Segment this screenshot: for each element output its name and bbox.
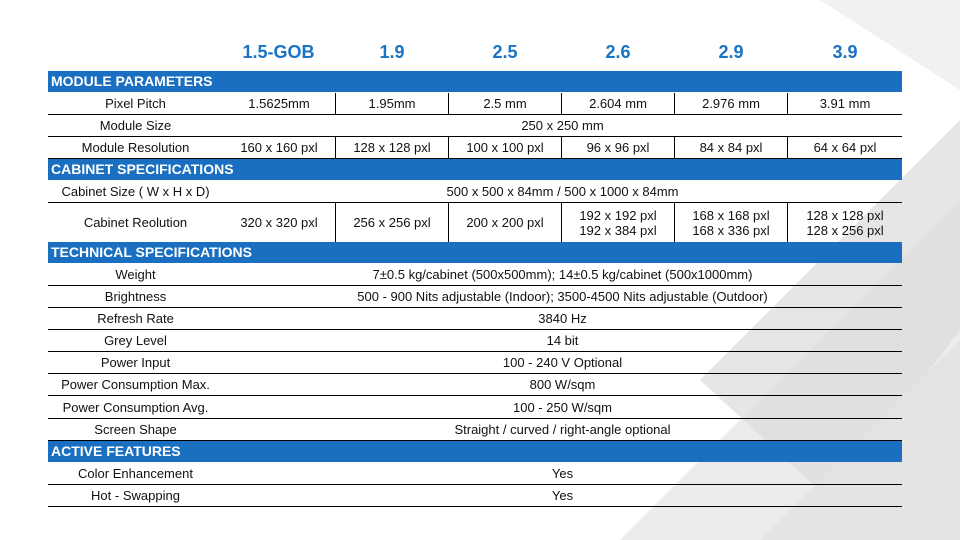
- table-cell: 256 x 256 pxl: [336, 203, 449, 242]
- table-cell: 100 x 100 pxl: [449, 137, 562, 158]
- table-cell: 96 x 96 pxl: [562, 137, 675, 158]
- table-cell: 84 x 84 pxl: [675, 137, 788, 158]
- table-cell: 2.604 mm: [562, 93, 675, 114]
- row-color-enhancement: Color Enhancement Yes: [48, 463, 902, 485]
- section-header-features: ACTIVE FEATURES: [48, 441, 902, 462]
- row-label: Power Input: [100, 355, 171, 370]
- row-module-resolution: Module Resolution 160 x 160 pxl 128 x 12…: [48, 137, 902, 159]
- row-grey-level: Grey Level 14 bit: [48, 330, 902, 352]
- row-label: Cabinet Size ( W x H x D): [61, 184, 210, 199]
- row-label: Screen Shape: [94, 422, 177, 437]
- table-cell: 100 - 250 W/sqm: [513, 399, 612, 415]
- row-cabinet-size: Cabinet Size ( W x H x D) 500 x 500 x 84…: [48, 181, 902, 203]
- row-pixel-pitch: Pixel Pitch 1.5625mm 1.95mm 2.5 mm 2.604…: [48, 93, 902, 115]
- table-cell: 100 - 240 V Optional: [502, 355, 623, 370]
- table-cell: 1.95mm: [336, 93, 449, 114]
- table-cell: 64 x 64 pxl: [813, 140, 877, 155]
- table-cell: 128 x 128 pxl 128 x 256 pxl: [788, 203, 902, 242]
- table-cell: 2.976 mm: [675, 93, 788, 114]
- table-cell: 800 W/sqm: [529, 377, 596, 392]
- column-header: 2.6: [605, 42, 631, 62]
- row-hot-swapping: Hot - Swapping Yes: [48, 485, 902, 507]
- table-cell: 3840 Hz: [538, 311, 587, 326]
- table-cell: Yes: [551, 466, 574, 481]
- table-cell: 168 x 168 pxl 168 x 336 pxl: [675, 203, 788, 242]
- column-header: 1.5-GOB: [242, 42, 315, 62]
- table-cell: 320 x 320 pxl: [223, 203, 336, 242]
- section-header-cabinet: CABINET SPECIFICATIONS: [48, 159, 902, 180]
- row-module-size: Module Size 250 x 250 mm: [48, 115, 902, 137]
- table-cell: 250 x 250 mm: [521, 118, 604, 133]
- table-cell: 500 - 900 Nits adjustable (Indoor); 3500…: [357, 289, 768, 304]
- row-power-avg: Power Consumption Avg. 100 - 250 W/sqm: [48, 396, 902, 419]
- row-cabinet-resolution: Cabinet Reolution 320 x 320 pxl 256 x 25…: [48, 203, 902, 243]
- cell-line: 128 x 256 pxl: [806, 222, 884, 238]
- row-label: Weight: [115, 267, 156, 282]
- row-label: Pixel Pitch: [105, 96, 166, 111]
- cell-line: 168 x 168 pxl: [692, 207, 770, 223]
- table-cell: 200 x 200 pxl: [449, 203, 562, 242]
- cell-line: 192 x 192 pxl: [579, 207, 657, 223]
- table-cell: 3.91 mm: [819, 96, 871, 111]
- row-power-input: Power Input 100 - 240 V Optional: [48, 352, 902, 374]
- table-cell: 2.5 mm: [449, 93, 562, 114]
- row-label: Module Resolution: [81, 140, 190, 155]
- row-weight: Weight 7±0.5 kg/cabinet (500x500mm); 14±…: [48, 264, 902, 286]
- cell-line: 192 x 384 pxl: [579, 222, 657, 238]
- table-cell: 192 x 192 pxl 192 x 384 pxl: [562, 203, 675, 242]
- row-brightness: Brightness 500 - 900 Nits adjustable (In…: [48, 286, 902, 308]
- table-cell: 500 x 500 x 84mm / 500 x 1000 x 84mm: [446, 184, 679, 199]
- row-label: Grey Level: [104, 333, 167, 348]
- table-cell: Yes: [551, 488, 574, 503]
- table-cell: 7±0.5 kg/cabinet (500x500mm); 14±0.5 kg/…: [372, 267, 753, 282]
- column-header: 3.9: [832, 42, 858, 62]
- table-cell: 14 bit: [546, 333, 579, 348]
- column-header: 2.5: [492, 42, 518, 62]
- row-screen-shape: Screen Shape Straight / curved / right-a…: [48, 419, 902, 441]
- cell-line: 168 x 336 pxl: [692, 222, 770, 238]
- row-label: Hot - Swapping: [91, 488, 180, 503]
- table-cell: 1.5625mm: [223, 93, 336, 114]
- section-header-technical: TECHNICAL SPECIFICATIONS: [48, 242, 902, 263]
- section-header-module: MODULE PARAMETERS: [48, 71, 902, 92]
- row-label: Module Size: [99, 118, 172, 133]
- row-label: Brightness: [104, 289, 167, 304]
- row-refresh-rate: Refresh Rate 3840 Hz: [48, 308, 902, 330]
- row-label: Power Consumption Max.: [61, 377, 210, 392]
- row-power-max: Power Consumption Max. 800 W/sqm: [48, 374, 902, 396]
- cell-line: 128 x 128 pxl: [806, 207, 884, 223]
- table-cell: 128 x 128 pxl: [336, 137, 449, 158]
- table-cell: 160 x 160 pxl: [223, 137, 336, 158]
- table-cell: Straight / curved / right-angle optional: [454, 422, 671, 437]
- row-label: Power Consumption Avg.: [62, 399, 209, 415]
- row-label: Refresh Rate: [97, 311, 174, 326]
- row-label: Cabinet Reolution: [83, 215, 188, 230]
- column-header: 1.9: [379, 42, 405, 62]
- column-header: 2.9: [718, 42, 744, 62]
- row-label: Color Enhancement: [78, 466, 193, 481]
